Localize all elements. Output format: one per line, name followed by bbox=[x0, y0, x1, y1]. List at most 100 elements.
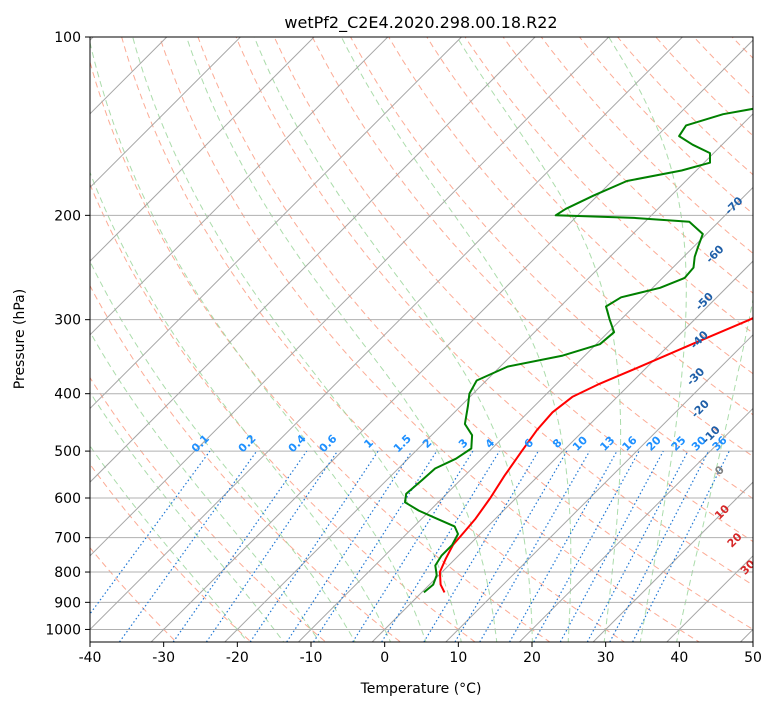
x-tick-label: 50 bbox=[744, 650, 762, 666]
y-tick-label: 200 bbox=[54, 208, 81, 224]
isotherm-line bbox=[445, 334, 753, 642]
isotherm-line bbox=[90, 37, 610, 557]
mixing-ratio-line bbox=[423, 450, 539, 642]
mixing-ratio-line bbox=[313, 450, 438, 642]
moist-adiabat-line bbox=[186, 37, 498, 642]
mixing-ratio-line bbox=[286, 450, 413, 642]
mixing-ratio-line bbox=[632, 450, 730, 642]
dry-adiabat-line bbox=[655, 37, 753, 137]
mixing-ratio-line bbox=[249, 450, 379, 642]
x-tick-label: 10 bbox=[449, 650, 467, 666]
skew-labels: 0.10.20.40.611.52346810131620253036-100-… bbox=[189, 146, 775, 602]
isotherm-line bbox=[666, 555, 753, 642]
mixing-ratio-line bbox=[454, 450, 568, 642]
y-axis-label: Pressure (hPa) bbox=[12, 289, 28, 389]
x-axis-label: Temperature (°C) bbox=[360, 681, 482, 697]
dewpoint-line bbox=[404, 107, 753, 594]
mixing-ratio-line bbox=[479, 450, 591, 642]
moist-adiabat-line bbox=[90, 391, 285, 642]
moist-adiabat-line bbox=[253, 37, 533, 642]
moist-adiabat-line bbox=[90, 260, 356, 642]
mixing-ratio-line bbox=[205, 450, 339, 642]
mixing-ratio-label: 20 bbox=[644, 433, 664, 453]
dry-adiabat-line bbox=[760, 26, 775, 654]
mixing-ratio-line bbox=[586, 450, 689, 642]
chart-title: wetPf2_C2E4.2020.298.00.18.R22 bbox=[284, 13, 557, 33]
x-tick-label: -40 bbox=[79, 650, 102, 666]
x-tick-label: -20 bbox=[226, 650, 249, 666]
dry-adiabat-line bbox=[464, 37, 753, 334]
isotherm-line bbox=[224, 113, 753, 642]
isotherm-label: -30 bbox=[684, 365, 707, 388]
mixing-ratio-label: 4 bbox=[483, 436, 498, 451]
isotherm-label: -80 bbox=[752, 146, 775, 169]
moist-adiabat-line bbox=[340, 37, 572, 642]
mixing-ratio-line bbox=[352, 450, 474, 642]
background-lines bbox=[90, 26, 775, 654]
y-tick-label: 900 bbox=[54, 595, 81, 611]
x-tick-label: 0 bbox=[380, 650, 389, 666]
dry-adiabat-label: 30 bbox=[738, 557, 758, 577]
mixing-ratio-line bbox=[381, 450, 500, 642]
mixing-ratio-label: 0.1 bbox=[189, 432, 212, 455]
y-tick-label: 100 bbox=[54, 30, 81, 46]
y-tick-label: 1000 bbox=[45, 622, 81, 638]
x-tick-label: 40 bbox=[670, 650, 688, 666]
isotherm-line bbox=[90, 37, 684, 631]
dry-adiabat-line bbox=[90, 463, 252, 642]
dry-adiabat-line bbox=[197, 37, 753, 631]
mixing-ratio-line bbox=[609, 450, 710, 642]
moist-adiabat-line bbox=[90, 40, 427, 642]
mixing-ratio-line bbox=[559, 450, 664, 642]
dry-adiabat-line bbox=[159, 37, 701, 642]
mixing-ratio-label: 2 bbox=[420, 436, 435, 451]
isotherm-line bbox=[592, 481, 753, 642]
isotherm-line bbox=[90, 37, 242, 189]
dry-adiabat-label: 40 bbox=[757, 582, 775, 602]
temperature-line bbox=[438, 317, 753, 593]
mixing-ratio-label: 0.4 bbox=[286, 432, 309, 455]
dry-adiabat-line bbox=[90, 376, 327, 642]
mixing-ratio-label: 0.2 bbox=[236, 432, 259, 455]
isotherm-label: -60 bbox=[703, 242, 726, 265]
moist-adiabat-line bbox=[456, 37, 622, 642]
dry-adiabat-line bbox=[235, 37, 753, 586]
isotherm-line bbox=[150, 39, 753, 642]
mixing-ratio-label: 1 bbox=[361, 436, 376, 451]
mixing-ratio-line bbox=[533, 450, 640, 642]
isotherm-label: -20 bbox=[689, 397, 712, 420]
dry-adiabat-line bbox=[90, 284, 402, 642]
isotherm-label: -50 bbox=[693, 290, 716, 313]
isotherm-line bbox=[297, 186, 753, 642]
x-tick-label: -30 bbox=[152, 650, 175, 666]
mixing-ratio-label: 3 bbox=[456, 436, 471, 451]
y-axis: 1000 900 800 700 600 500 400 300 200 100 bbox=[45, 30, 90, 638]
dry-adiabat-line bbox=[121, 37, 626, 642]
mixing-ratio-label: 1.5 bbox=[391, 432, 414, 455]
y-tick-label: 400 bbox=[54, 387, 81, 403]
dry-adiabat-label: 10 bbox=[712, 502, 732, 522]
moist-adiabat-line bbox=[608, 37, 687, 642]
moist-adiabat-line bbox=[132, 37, 462, 642]
y-tick-label: 600 bbox=[54, 491, 81, 507]
isotherm-line bbox=[371, 260, 753, 642]
series-lines bbox=[404, 107, 753, 594]
dry-adiabat-label: 20 bbox=[725, 530, 745, 550]
x-tick-label: 20 bbox=[523, 650, 541, 666]
dry-adiabat-line bbox=[273, 37, 753, 543]
isotherm-line bbox=[90, 37, 463, 410]
dry-adiabat-line bbox=[90, 60, 551, 642]
dry-adiabat-line bbox=[90, 182, 476, 642]
x-tick-label: 30 bbox=[597, 650, 615, 666]
isotherm-line bbox=[518, 407, 753, 642]
isotherm-line bbox=[90, 37, 389, 336]
y-tick-label: 500 bbox=[54, 444, 81, 460]
isotherm-label: -40 bbox=[688, 328, 711, 351]
moist-adiabat-line bbox=[90, 330, 321, 642]
mixing-ratio-line bbox=[172, 450, 308, 642]
isotherm-line bbox=[90, 37, 536, 483]
mixing-ratio-label: 8 bbox=[550, 436, 565, 451]
mixing-ratio-label: 0.6 bbox=[317, 432, 340, 455]
dry-adiabat-line bbox=[426, 37, 753, 375]
